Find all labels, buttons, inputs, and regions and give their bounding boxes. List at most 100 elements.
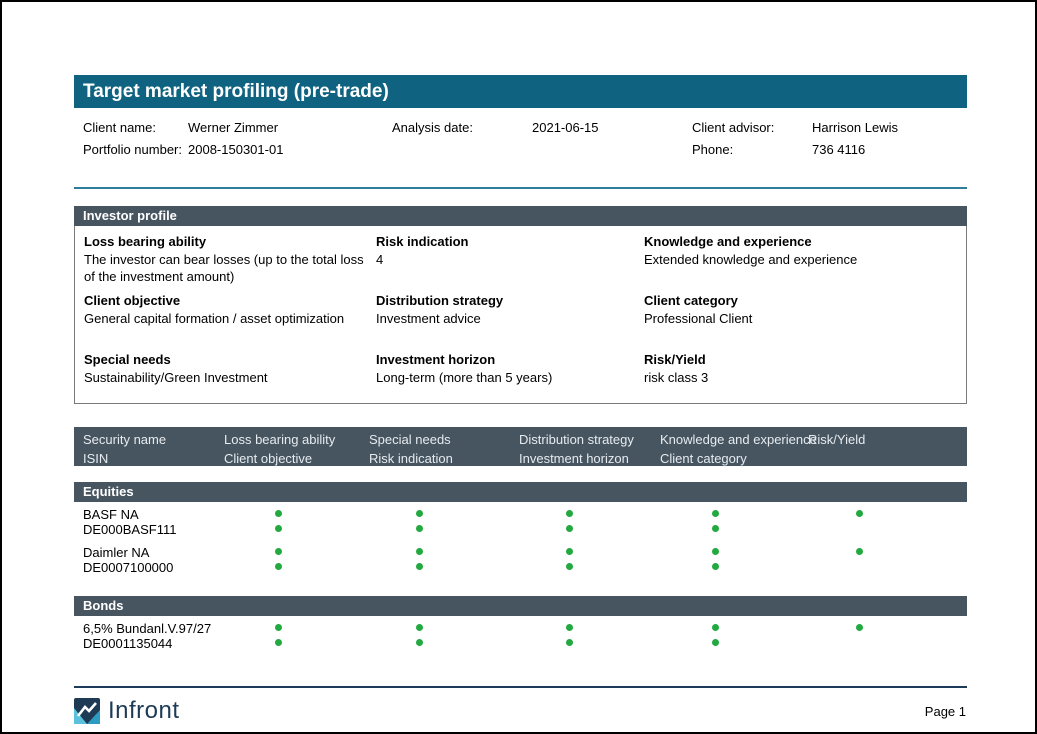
target-market-match-dot xyxy=(856,510,863,517)
field-value: risk class 3 xyxy=(644,370,709,385)
target-market-match-dot xyxy=(856,548,863,555)
target-market-match-dot xyxy=(566,525,573,532)
target-market-match-dot xyxy=(416,525,423,532)
security-name: 6,5% Bundanl.V.97/27 xyxy=(83,621,212,636)
field-client-objective: Client objective General capital formati… xyxy=(84,292,376,351)
field-knowledge-experience: Knowledge and experience Extended knowle… xyxy=(644,233,958,292)
field-label: Knowledge and experience xyxy=(644,234,812,249)
field-value: Professional Client xyxy=(644,311,753,326)
security-isin: DE000BASF111 xyxy=(83,522,177,537)
investor-profile-box: Loss bearing ability The investor can be… xyxy=(74,226,967,404)
target-market-match-dot xyxy=(712,548,719,555)
client-info-block: Client name: Werner Zimmer Analysis date… xyxy=(74,118,967,164)
match-dots-row xyxy=(74,544,967,559)
match-dots-row xyxy=(74,506,967,521)
report-content: Target market profiling (pre-trade) Clie… xyxy=(74,2,967,725)
target-market-match-dot xyxy=(856,624,863,631)
target-market-match-dot xyxy=(712,510,719,517)
match-dots-row xyxy=(74,521,967,536)
field-risk-yield: Risk/Yield risk class 3 xyxy=(644,351,958,410)
column-header-loss-bearing: Loss bearing ability Client objective xyxy=(224,432,336,466)
field-value: General capital formation / asset optimi… xyxy=(84,311,345,326)
field-loss-bearing-ability: Loss bearing ability The investor can be… xyxy=(84,233,376,292)
field-special-needs: Special needs Sustainability/Green Inves… xyxy=(84,351,376,410)
target-market-match-dot xyxy=(416,639,423,646)
field-investment-horizon: Investment horizon Long-term (more than … xyxy=(376,351,644,410)
equities-section-title: Equities xyxy=(83,484,134,499)
field-label: Risk/Yield xyxy=(644,352,706,367)
target-market-match-dot xyxy=(566,548,573,555)
brand-logo: Infront xyxy=(74,697,180,725)
target-market-match-dot xyxy=(566,624,573,631)
phone-label: Phone: xyxy=(692,142,734,157)
target-market-match-dot xyxy=(416,624,423,631)
target-market-match-dot xyxy=(712,563,719,570)
header-separator-line xyxy=(74,187,967,189)
target-market-match-dot xyxy=(416,510,423,517)
match-dots-row xyxy=(74,620,967,635)
column-header-security: Security name ISIN xyxy=(83,432,167,466)
target-market-match-dot xyxy=(416,548,423,555)
field-label: Investment horizon xyxy=(376,352,496,367)
field-risk-indication: Risk indication 4 xyxy=(376,233,644,292)
security-name: BASF NA xyxy=(83,507,139,522)
target-market-match-dot xyxy=(712,624,719,631)
field-label: Risk indication xyxy=(376,234,469,249)
security-name: Daimler NA xyxy=(83,545,150,560)
match-dots-row xyxy=(74,559,967,574)
field-distribution-strategy: Distribution strategy Investment advice xyxy=(376,292,644,351)
infront-logo-icon xyxy=(74,698,100,724)
bonds-section-title: Bonds xyxy=(83,598,124,613)
target-market-match-dot xyxy=(416,563,423,570)
field-value: Sustainability/Green Investment xyxy=(84,370,268,385)
footer: Infront Page 1 xyxy=(74,697,967,725)
column-header-knowledge: Knowledge and experience Client category xyxy=(660,432,817,466)
field-label: Client objective xyxy=(84,293,181,308)
securities-table-header: Security name ISIN Loss bearing ability Cl… xyxy=(74,427,967,466)
client-advisor-label: Client advisor: xyxy=(692,120,775,135)
field-value: The investor can bear losses (up to the … xyxy=(84,252,364,284)
target-market-match-dot xyxy=(275,639,282,646)
page-number: Page 1 xyxy=(924,703,966,719)
target-market-match-dot xyxy=(275,563,282,570)
target-market-match-dot xyxy=(275,548,282,555)
equities-section-header: Equities xyxy=(74,482,967,502)
field-label: Special needs xyxy=(84,352,171,367)
column-header-special-needs: Special needs Risk indication xyxy=(369,432,453,466)
footer-separator-line xyxy=(74,686,967,688)
field-client-category: Client category Professional Client xyxy=(644,292,958,351)
report-title: Target market profiling (pre-trade) xyxy=(83,81,389,102)
analysis-date-value: 2021-06-15 xyxy=(532,120,599,135)
target-market-match-dot xyxy=(566,639,573,646)
field-label: Loss bearing ability xyxy=(84,234,207,249)
security-isin: DE0007100000 xyxy=(83,560,174,575)
analysis-date-label: Analysis date: xyxy=(392,120,473,135)
security-isin: DE0001135044 xyxy=(83,636,173,651)
field-value: Investment advice xyxy=(376,311,481,326)
field-label: Distribution strategy xyxy=(376,293,504,308)
table-row: BASF NA DE000BASF111 xyxy=(74,506,967,537)
table-row: Daimler NA DE0007100000 xyxy=(74,544,967,575)
report-title-bar: Target market profiling (pre-trade) xyxy=(74,75,967,108)
investor-profile-header: Investor profile xyxy=(74,206,967,226)
portfolio-number-label: Portfolio number: xyxy=(83,142,182,157)
target-market-match-dot xyxy=(275,510,282,517)
target-market-match-dot xyxy=(712,639,719,646)
client-name-value: Werner Zimmer xyxy=(188,120,279,135)
match-dots-row xyxy=(74,635,967,650)
target-market-match-dot xyxy=(275,624,282,631)
field-value: 4 xyxy=(376,252,384,267)
field-label: Client category xyxy=(644,293,738,308)
column-header-distribution: Distribution strategy Investment horizon xyxy=(519,432,634,466)
bonds-section-header: Bonds xyxy=(74,596,967,616)
target-market-match-dot xyxy=(712,525,719,532)
client-name-label: Client name: xyxy=(83,120,156,135)
field-value: Long-term (more than 5 years) xyxy=(376,370,553,385)
target-market-match-dot xyxy=(566,510,573,517)
portfolio-number-value: 2008-150301-01 xyxy=(188,142,284,157)
column-header-risk-yield: Risk/Yield xyxy=(808,432,866,447)
target-market-match-dot xyxy=(566,563,573,570)
table-row: 6,5% Bundanl.V.97/27 DE0001135044 xyxy=(74,620,967,651)
investor-profile-title: Investor profile xyxy=(83,208,177,223)
